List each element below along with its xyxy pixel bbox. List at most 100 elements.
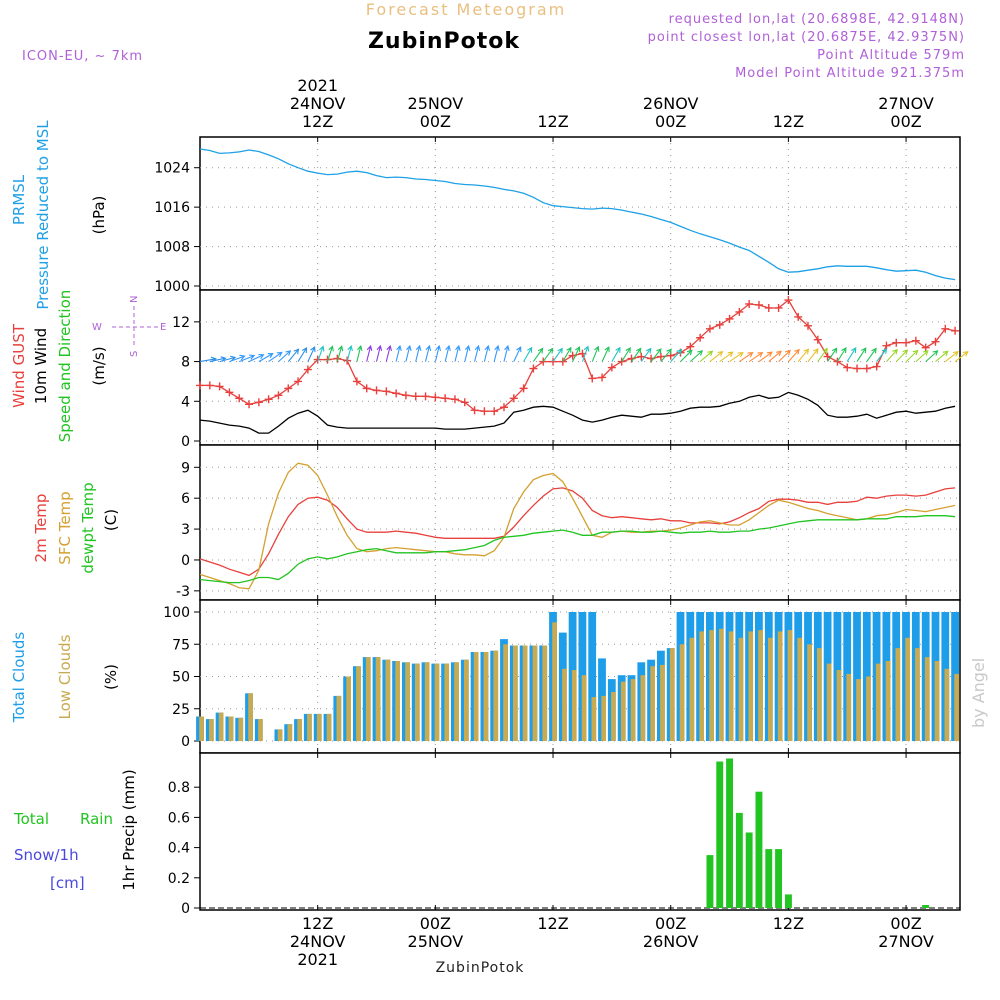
wind-arrow bbox=[317, 345, 325, 362]
precip-bar bbox=[706, 855, 714, 908]
gust-marker bbox=[450, 395, 459, 404]
wind-arrow bbox=[905, 349, 919, 362]
gust-marker bbox=[460, 398, 469, 407]
low-cloud-bar bbox=[836, 670, 842, 741]
low-cloud-bar bbox=[728, 631, 734, 741]
low-cloud-bar bbox=[385, 659, 391, 741]
gust-marker bbox=[401, 391, 410, 400]
wind-arrow bbox=[709, 350, 724, 363]
low-cloud-bar bbox=[542, 645, 548, 741]
wind-arrow bbox=[768, 350, 782, 363]
wind-arrow bbox=[611, 346, 621, 362]
wind-arrow bbox=[415, 344, 422, 362]
wind-arrow bbox=[434, 344, 442, 362]
wind-arrow bbox=[444, 344, 451, 362]
low-cloud-bar bbox=[415, 663, 420, 741]
panel-4: 0 0.2 0.4 0.6 0.8 bbox=[168, 752, 961, 917]
low-cloud-bar bbox=[503, 644, 508, 742]
point-altitude: Point Altitude 579m bbox=[817, 48, 965, 63]
pressure-unit: (hPa) bbox=[90, 196, 108, 235]
precip-bar bbox=[785, 894, 792, 908]
top-hour-label: 00Z bbox=[890, 112, 921, 131]
low-cloud-bar bbox=[493, 650, 499, 741]
low-cloud-bar bbox=[326, 713, 332, 741]
y-tick-label: 0.8 bbox=[168, 780, 190, 796]
gust-marker bbox=[862, 364, 871, 373]
wind-arrow bbox=[621, 347, 631, 362]
low-cloud-bar bbox=[640, 675, 646, 741]
low-cloud-bar bbox=[424, 662, 430, 741]
y-tick-label: 0.2 bbox=[168, 871, 190, 887]
gust-marker bbox=[235, 394, 244, 403]
temp-unit: (C) bbox=[102, 509, 120, 531]
gust-marker bbox=[225, 388, 234, 397]
cloud-ylabel-low: Low Clouds bbox=[56, 634, 74, 719]
wind10-line bbox=[199, 391, 956, 434]
panel-1: 0 4 8 12 bbox=[172, 289, 969, 450]
wind-arrow bbox=[758, 351, 773, 363]
gust-marker bbox=[392, 389, 401, 398]
low-cloud-bar bbox=[346, 676, 351, 741]
gust-marker bbox=[588, 374, 597, 383]
gust-marker bbox=[411, 392, 420, 401]
top-date-label: 26NOV bbox=[643, 94, 699, 113]
y-tick-label: -3 bbox=[176, 584, 190, 600]
wind-arrow bbox=[424, 344, 432, 362]
precip-legend-rain: Rain bbox=[80, 810, 113, 828]
wind-arrow bbox=[513, 346, 522, 362]
wind-arrow bbox=[748, 351, 764, 363]
gust-marker bbox=[892, 338, 901, 347]
low-cloud-bar bbox=[611, 692, 616, 741]
wind-arrow bbox=[356, 344, 363, 362]
model-point-altitude: Model Point Altitude 921.375m bbox=[735, 66, 965, 81]
low-cloud-bar bbox=[924, 657, 930, 741]
low-cloud-bar bbox=[365, 657, 371, 741]
low-cloud-bar bbox=[768, 637, 773, 741]
wind-arrow bbox=[739, 351, 754, 363]
temp-ylabel-2m: 2m Temp bbox=[32, 494, 50, 563]
panel-frame bbox=[199, 444, 961, 601]
top-hour-label: 00Z bbox=[655, 112, 686, 131]
gust-marker bbox=[264, 395, 273, 404]
gust-marker bbox=[696, 333, 705, 342]
compass-n-label: N bbox=[129, 296, 140, 303]
panel-3: 0 25 50 75 100 bbox=[163, 599, 961, 754]
low-cloud-bar bbox=[738, 637, 744, 741]
low-cloud-bar bbox=[915, 648, 920, 741]
low-cloud-bar bbox=[218, 712, 224, 741]
bottom-hour-label: 00Z bbox=[655, 914, 686, 933]
low-cloud-bar bbox=[660, 664, 665, 741]
y-tick-label: 1016 bbox=[154, 200, 190, 216]
gust-marker bbox=[254, 398, 263, 407]
bottom-date-label: 27NOV bbox=[878, 932, 934, 951]
total-cloud-bar bbox=[588, 612, 597, 741]
wind-arrow bbox=[464, 344, 471, 362]
wind-arrow bbox=[797, 348, 810, 362]
wind-arrow bbox=[278, 350, 292, 363]
low-cloud-bar bbox=[856, 679, 861, 741]
wind-arrow bbox=[719, 351, 734, 363]
y-tick-label: 4 bbox=[181, 394, 190, 410]
low-cloud-bar bbox=[297, 719, 302, 741]
gust-marker bbox=[519, 384, 528, 393]
gust-marker bbox=[382, 387, 391, 396]
low-cloud-bar bbox=[464, 659, 469, 741]
low-cloud-bar bbox=[532, 645, 538, 741]
pressure-line bbox=[199, 148, 956, 281]
low-cloud-bar bbox=[552, 622, 557, 741]
top-year-label: 2021 bbox=[297, 76, 338, 95]
gust-marker bbox=[872, 362, 881, 371]
bottom-hour-label: 12Z bbox=[537, 914, 568, 933]
pressure-ylabel-line2: Pressure Reduced to MSL bbox=[34, 120, 52, 310]
low-cloud-bar bbox=[562, 668, 567, 741]
low-cloud-bar bbox=[679, 644, 685, 742]
bottom-hour-label: 00Z bbox=[890, 914, 921, 933]
low-cloud-bar bbox=[483, 652, 489, 741]
gust-marker bbox=[607, 363, 616, 372]
low-cloud-bar bbox=[356, 666, 361, 741]
y-tick-label: 6 bbox=[181, 491, 190, 507]
top-hour-label: 12Z bbox=[537, 112, 568, 131]
low-cloud-bar bbox=[748, 631, 754, 741]
precip-bar bbox=[765, 849, 773, 908]
